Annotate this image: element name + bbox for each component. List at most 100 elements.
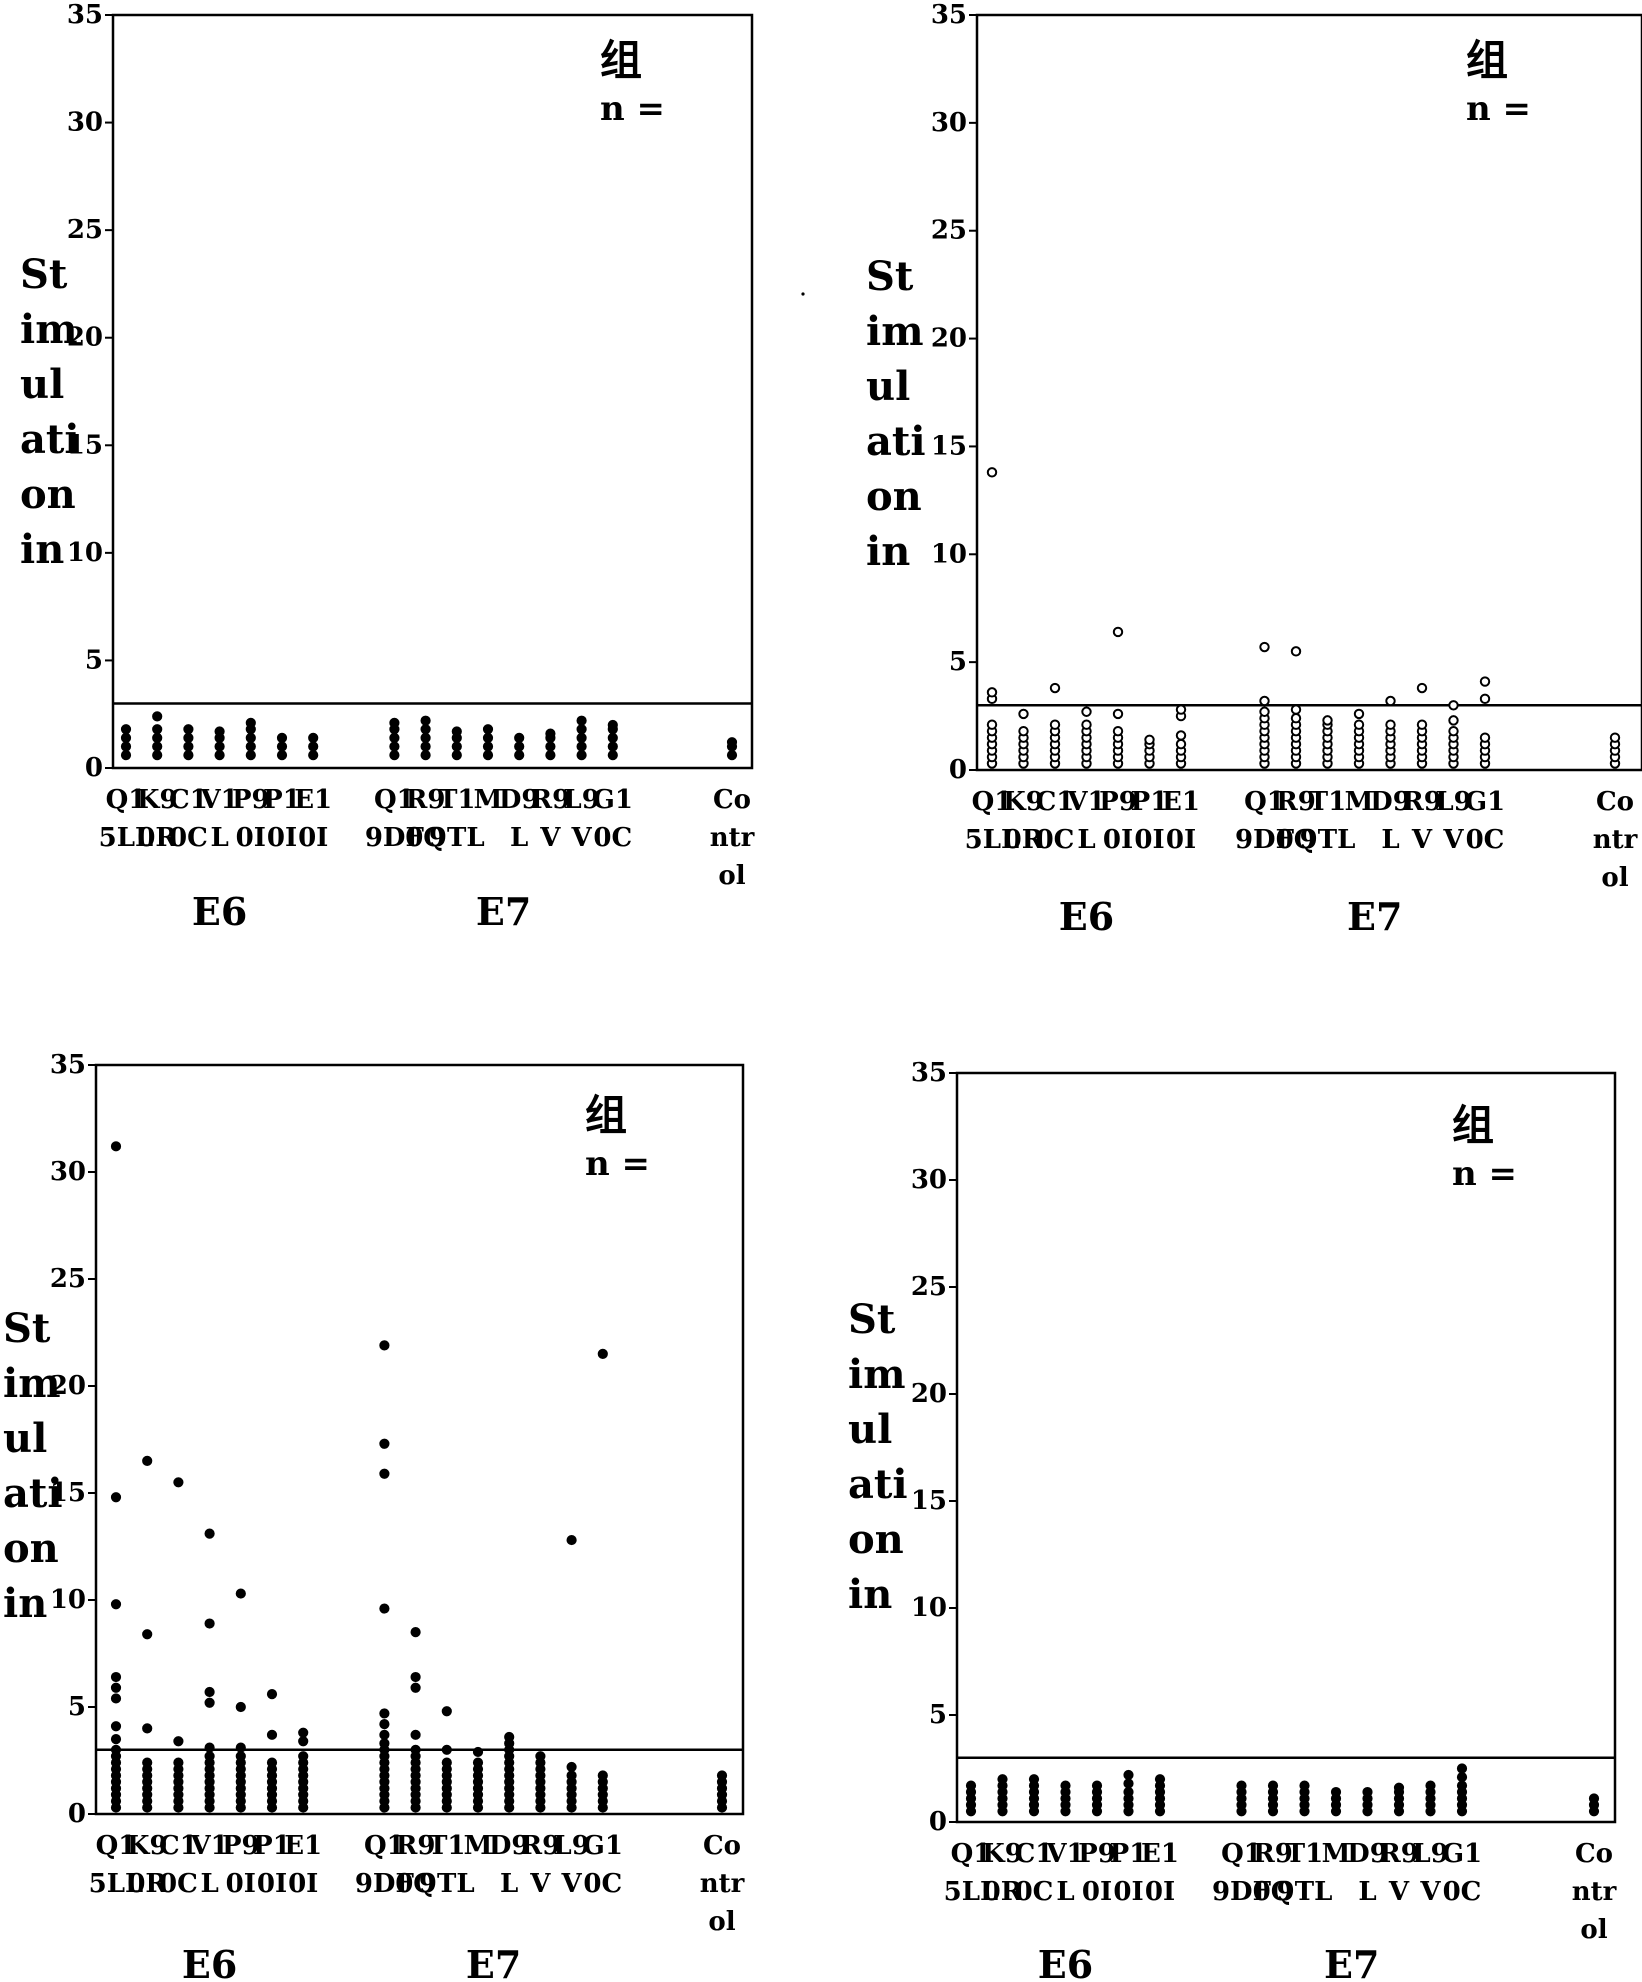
x-category-label: ol <box>1580 1915 1607 1945</box>
data-point <box>727 750 736 759</box>
y-tick-label: 35 <box>67 0 103 30</box>
y-tick-label: 5 <box>929 1700 947 1730</box>
x-category-label: 0I <box>236 823 266 853</box>
data-point <box>1260 697 1268 705</box>
x-category-label: L <box>510 823 528 853</box>
x-category-label: L <box>1381 825 1399 855</box>
chart-panel-2: 05101520253035Stimulationin组n =Q15LLK90R… <box>866 0 1642 939</box>
data-point <box>452 727 461 736</box>
data-point <box>1029 1775 1038 1784</box>
data-point <box>1061 1781 1070 1790</box>
data-point <box>546 750 555 759</box>
data-point <box>515 742 524 751</box>
data-point <box>1177 705 1185 713</box>
data-point <box>390 742 399 751</box>
y-axis-label-line: ul <box>848 1406 892 1453</box>
y-axis-label-line: on <box>3 1525 59 1572</box>
group-label-e7: E7 <box>1324 1942 1379 1982</box>
data-point <box>390 750 399 759</box>
x-category-label: G1 <box>1465 787 1505 817</box>
data-point <box>608 720 617 729</box>
group-label-e7: E7 <box>466 1942 521 1982</box>
x-category-label: ol <box>718 861 745 891</box>
data-point <box>121 742 130 751</box>
data-point <box>299 1728 308 1737</box>
data-point <box>727 738 736 747</box>
data-point <box>1051 721 1059 729</box>
data-point <box>473 1747 482 1756</box>
data-point <box>577 716 586 725</box>
y-axis-label-line: St <box>848 1296 896 1343</box>
data-point <box>121 733 130 742</box>
x-category-label: 0I <box>288 1869 318 1899</box>
x-category-label: T1 <box>438 785 475 815</box>
group-label-e7: E7 <box>476 889 531 934</box>
x-category-label: V <box>1442 825 1464 855</box>
y-tick-label: 0 <box>85 753 103 783</box>
data-point <box>174 1758 183 1767</box>
x-category-label: Co <box>703 1831 741 1861</box>
y-axis-label-line: im <box>20 306 78 353</box>
data-point <box>205 1619 214 1628</box>
data-point <box>267 1758 276 1767</box>
legend-text: 组 <box>600 36 642 85</box>
y-tick-label: 20 <box>911 1379 947 1409</box>
data-point <box>483 742 492 751</box>
data-point <box>567 1762 576 1771</box>
data-point <box>988 688 996 696</box>
data-point <box>483 725 492 734</box>
data-point <box>380 1604 389 1613</box>
data-point <box>299 1752 308 1761</box>
group-label-e6: E6 <box>182 1942 237 1982</box>
y-tick-label: 15 <box>911 1486 947 1516</box>
data-point <box>1481 677 1489 685</box>
x-category-label: 0I <box>298 823 328 853</box>
data-point <box>988 468 996 476</box>
data-point <box>598 1771 607 1780</box>
data-point <box>608 742 617 751</box>
data-point <box>546 742 555 751</box>
y-axis-label-line: in <box>20 526 64 573</box>
data-point <box>421 725 430 734</box>
data-point <box>452 742 461 751</box>
x-category-label: T1 <box>428 1831 465 1861</box>
x-category-label: M <box>1345 787 1374 817</box>
x-category-label: 0C <box>1015 1877 1054 1907</box>
data-point <box>1323 716 1331 724</box>
y-axis-label-line: ati <box>3 1470 63 1517</box>
data-point <box>267 1730 276 1739</box>
y-tick-label: 0 <box>949 755 967 785</box>
data-point <box>577 750 586 759</box>
legend-text: n = <box>585 1144 650 1184</box>
y-axis-label-line: St <box>3 1305 51 1352</box>
data-point <box>1124 1770 1133 1779</box>
data-point <box>1449 701 1457 709</box>
data-point <box>246 733 255 742</box>
data-point <box>1177 740 1185 748</box>
x-category-label: E1 <box>1141 1839 1179 1869</box>
data-point <box>111 1735 120 1744</box>
data-point <box>1386 721 1394 729</box>
data-point <box>1292 714 1300 722</box>
x-category-label: ntr <box>700 1869 745 1899</box>
chart-panel-4: 05101520253035Stimulationin组n =Q15LLK90R… <box>848 1058 1617 1982</box>
data-point <box>1331 1787 1340 1796</box>
data-point <box>215 727 224 736</box>
data-point <box>1260 708 1268 716</box>
x-category-label: E1 <box>284 1831 322 1861</box>
group-label-e6: E6 <box>192 889 247 934</box>
data-point <box>153 742 162 751</box>
y-tick-label: 30 <box>931 108 967 138</box>
data-point <box>1082 708 1090 716</box>
data-point <box>1355 710 1363 718</box>
data-point <box>1051 684 1059 692</box>
y-tick-label: 15 <box>931 431 967 461</box>
data-point <box>1292 705 1300 713</box>
x-category-label: ol <box>1601 863 1628 893</box>
x-category-label: ol <box>708 1907 735 1937</box>
group-label-e6: E6 <box>1038 1942 1093 1982</box>
y-axis-label-line: in <box>3 1580 47 1627</box>
scan-speck <box>801 292 804 295</box>
y-tick-label: 30 <box>50 1157 86 1187</box>
